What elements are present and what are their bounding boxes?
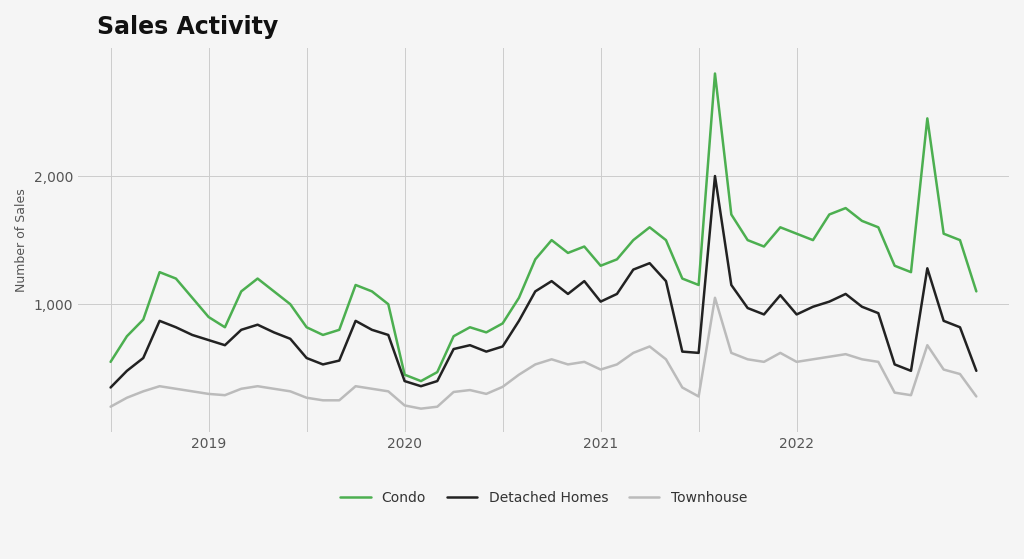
Townhouse [447,389,460,395]
Condo [725,211,737,218]
Detached Homes [627,266,639,273]
Townhouse [415,405,427,412]
Detached Homes [252,321,264,328]
Detached Homes [431,378,443,385]
Townhouse [725,349,737,356]
Townhouse [709,295,721,301]
Legend: Condo, Detached Homes, Townhouse: Condo, Detached Homes, Townhouse [335,485,753,510]
Detached Homes [579,278,591,285]
Y-axis label: Number of Sales: Number of Sales [15,188,28,292]
Line: Townhouse: Townhouse [111,298,976,409]
Condo [447,333,460,339]
Townhouse [595,366,607,373]
Detached Homes [611,291,624,297]
Detached Homes [970,367,982,374]
Line: Condo: Condo [111,74,976,381]
Detached Homes [709,173,721,179]
Condo [104,358,117,365]
Townhouse [970,393,982,400]
Line: Detached Homes: Detached Homes [111,176,976,387]
Townhouse [627,349,639,356]
Condo [415,378,427,385]
Condo [709,70,721,77]
Detached Homes [692,349,705,356]
Detached Homes [104,384,117,391]
Townhouse [104,404,117,410]
Text: Sales Activity: Sales Activity [96,15,278,39]
Condo [643,224,655,231]
Condo [627,237,639,244]
Townhouse [643,343,655,350]
Condo [252,275,264,282]
Townhouse [252,383,264,390]
Condo [970,288,982,295]
Condo [595,262,607,269]
